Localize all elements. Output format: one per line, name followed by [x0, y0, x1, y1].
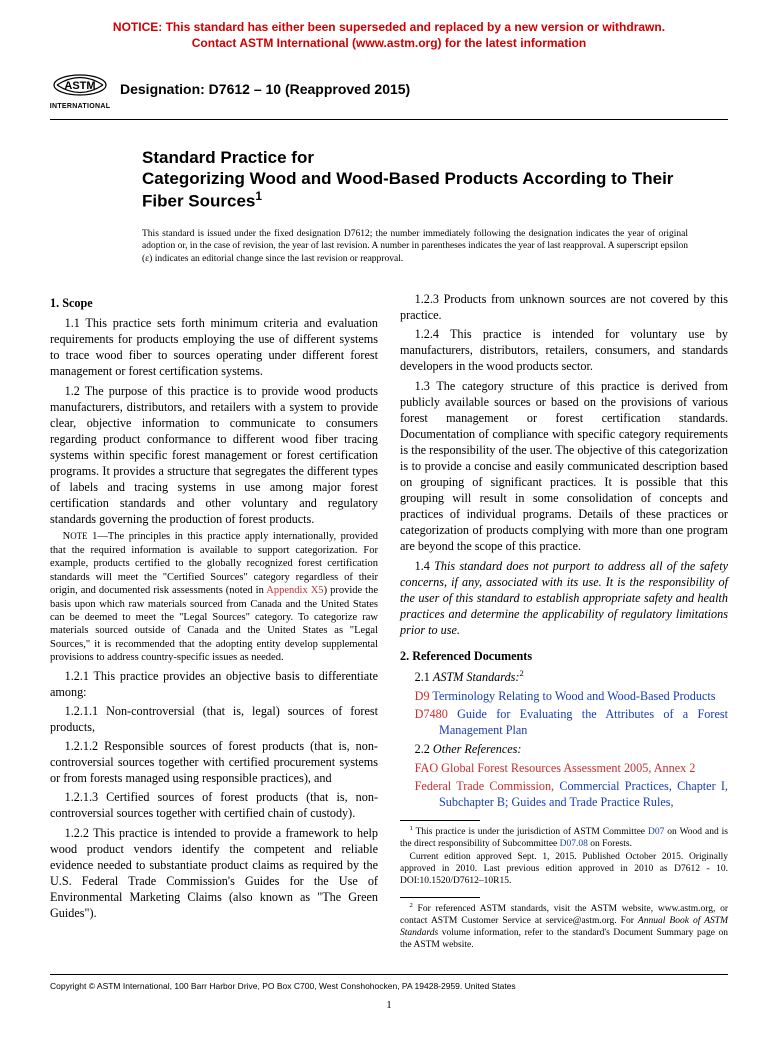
designation: Designation: D7612 – 10 (Reapproved 2015…: [120, 81, 410, 97]
title-main-text: Categorizing Wood and Wood-Based Product…: [142, 169, 673, 211]
footnote-1b: Current edition approved Sept. 1, 2015. …: [400, 852, 728, 888]
title-sup: 1: [255, 189, 262, 203]
p-1-2-1-3: 1.2.1.3 Certified sources of forest prod…: [50, 789, 378, 821]
ref-d9-title[interactable]: Terminology Relating to Wood and Wood-Ba…: [430, 689, 716, 703]
p-1-1: 1.1 This practice sets forth minimum cri…: [50, 315, 378, 379]
ref-d9: D9 Terminology Relating to Wood and Wood…: [400, 688, 728, 704]
ref-d7480-title[interactable]: Guide for Evaluating the Attributes of a…: [439, 707, 728, 737]
header-row: ASTM INTERNATIONAL Designation: D7612 – …: [50, 65, 728, 113]
section-2: 2. Referenced Documents 2.1 ASTM Standar…: [400, 648, 728, 810]
logo-subtext: INTERNATIONAL: [50, 103, 111, 110]
note-1-body-b: ) provide the basis upon which raw mater…: [50, 585, 378, 663]
p-2-1-sup: 2: [519, 668, 523, 678]
p-2-2-ital: Other References:: [433, 742, 522, 756]
copyright: Copyright © ASTM International, 100 Barr…: [50, 981, 728, 991]
fn1-c: on Forests.: [588, 839, 632, 849]
note-1-label: NOTE 1: [63, 531, 98, 542]
footnote-2: 2 For referenced ASTM standards, visit t…: [400, 902, 728, 952]
note-1: NOTE 1—The principles in this practice a…: [50, 530, 378, 664]
p-1-2-1: 1.2.1 This practice provides an objectiv…: [50, 668, 378, 700]
svg-text:ASTM: ASTM: [64, 80, 95, 92]
superseded-notice: NOTICE: This standard has either been su…: [50, 20, 728, 51]
section-1-head: 1. Scope: [50, 295, 378, 311]
issuance-note: This standard is issued under the fixed …: [142, 228, 688, 265]
page: NOTICE: This standard has either been su…: [0, 0, 778, 1031]
p-1-2-1-1: 1.2.1.1 Non-controversial (that is, lega…: [50, 703, 378, 735]
p-2-1-ital: ASTM Standards:: [433, 670, 520, 684]
fn1-a: This practice is under the jurisdiction …: [413, 827, 648, 837]
ref-d7480-code[interactable]: D7480: [415, 707, 448, 721]
p-1-2: 1.2 The purpose of this practice is to p…: [50, 383, 378, 528]
ref-fao[interactable]: FAO Global Forest Resources Assessment 2…: [400, 760, 728, 776]
p-1-2-2: 1.2.2 This practice is intended to provi…: [50, 825, 378, 922]
p-2-1: 2.1 ASTM Standards:2: [400, 668, 728, 685]
ref-d7480: D7480 Guide for Evaluating the Attribute…: [400, 706, 728, 738]
fn2-b: volume information, refer to the standar…: [400, 928, 728, 950]
rule-bottom: [50, 974, 728, 975]
title-main: Categorizing Wood and Wood-Based Product…: [142, 169, 708, 212]
p-1-4: 1.4 This standard does not purport to ad…: [400, 558, 728, 638]
body-columns: 1. Scope 1.1 This practice sets forth mi…: [50, 291, 728, 952]
fn1-d07[interactable]: D07: [648, 827, 664, 837]
footnote-rule-1: [400, 820, 480, 821]
footnote-rule-2: [400, 897, 480, 898]
footnotes-col1: 1 This practice is under the jurisdictio…: [400, 820, 728, 888]
p-1-2-3: 1.2.3 Products from unknown sources are …: [400, 291, 728, 323]
p-1-3: 1.3 The category structure of this pract…: [400, 378, 728, 555]
rule-top: [50, 119, 728, 120]
title-block: Standard Practice for Categorizing Wood …: [142, 148, 708, 212]
ref-ftc-a[interactable]: Federal Trade Commission,: [415, 779, 554, 793]
footnote-1: 1 This practice is under the jurisdictio…: [400, 825, 728, 851]
ref-d9-code[interactable]: D9: [415, 689, 430, 703]
ref-ftc: Federal Trade Commission, Commercial Pra…: [400, 778, 728, 810]
astm-logo: ASTM INTERNATIONAL: [50, 65, 110, 113]
notice-line-1: NOTICE: This standard has either been su…: [113, 20, 665, 34]
p-2-1-label: 2.1: [415, 670, 433, 684]
appendix-x5-link[interactable]: Appendix X5: [266, 585, 323, 596]
fn1-d0708[interactable]: D07.08: [560, 839, 588, 849]
page-number: 1: [50, 999, 728, 1011]
section-2-head: 2. Referenced Documents: [400, 648, 728, 664]
p-1-2-4: 1.2.4 This practice is intended for volu…: [400, 326, 728, 374]
p-2-2-label: 2.2: [415, 742, 433, 756]
footnotes-col2: 2 For referenced ASTM standards, visit t…: [400, 897, 728, 952]
notice-line-2: Contact ASTM International (www.astm.org…: [192, 36, 586, 50]
title-prefix: Standard Practice for: [142, 148, 708, 168]
p-1-4-body: This standard does not purport to addres…: [400, 559, 728, 637]
p-1-2-1-2: 1.2.1.2 Responsible sources of forest pr…: [50, 738, 378, 786]
p-2-2: 2.2 Other References:: [400, 741, 728, 757]
